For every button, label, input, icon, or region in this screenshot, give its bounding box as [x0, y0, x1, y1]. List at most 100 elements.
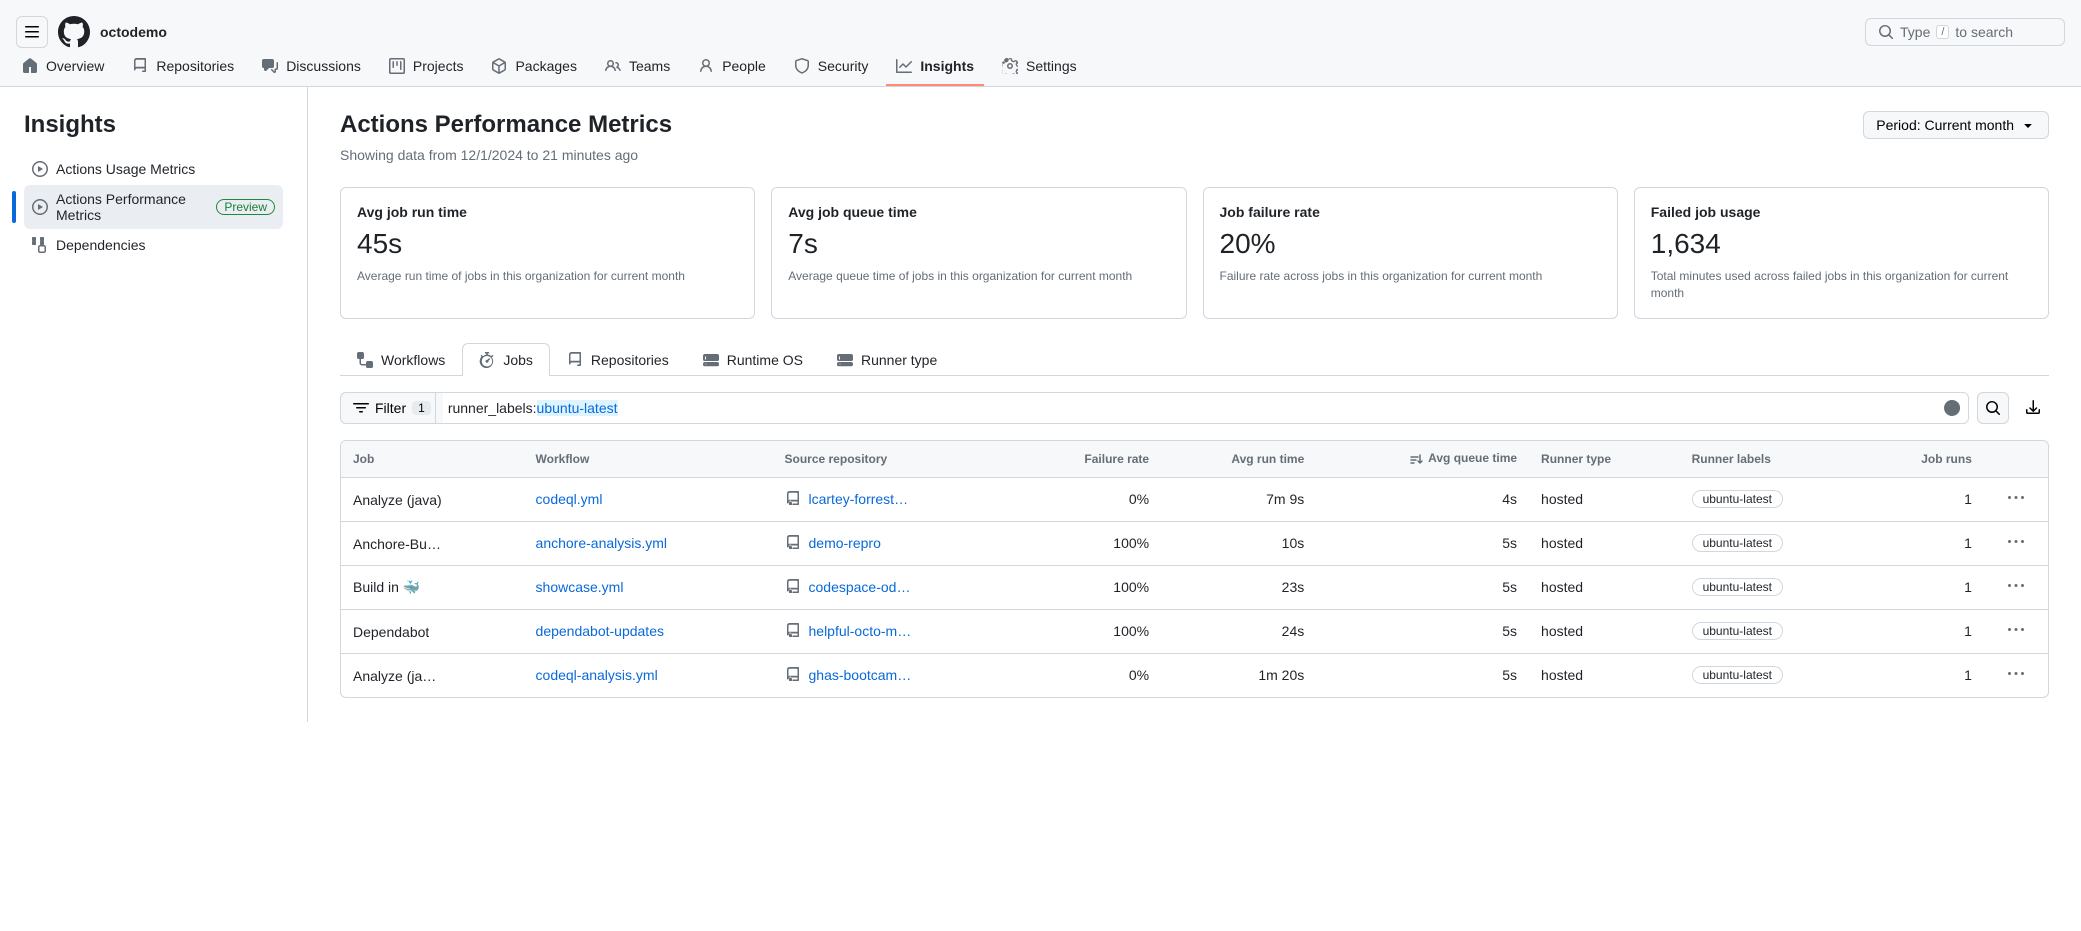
- metric-card-0: Avg job run time45sAverage run time of j…: [340, 187, 755, 319]
- nav-tab-security[interactable]: Security: [784, 48, 879, 86]
- nav-tab-projects[interactable]: Projects: [379, 48, 474, 86]
- download-button[interactable]: [2017, 392, 2049, 424]
- menu-button[interactable]: [16, 16, 48, 48]
- search-prefix: Type: [1900, 24, 1930, 40]
- cell-runs: 1: [1864, 609, 1984, 653]
- home-icon: [22, 58, 38, 74]
- col-header[interactable]: Avg run time: [1161, 441, 1316, 478]
- search-button[interactable]: [1977, 392, 2009, 424]
- card-title: Job failure rate: [1220, 204, 1601, 220]
- jobs-table: JobWorkflowSource repositoryFailure rate…: [340, 440, 2049, 698]
- subtab-runtime-os[interactable]: Runtime OS: [686, 343, 820, 376]
- nav-tab-packages[interactable]: Packages: [481, 48, 586, 86]
- table-row: Dependabot dependabot-updates helpful-oc…: [341, 609, 2048, 653]
- lock-repo-icon: [785, 579, 801, 595]
- cell-runner-labels: ubuntu-latest: [1680, 609, 1865, 653]
- cell-queue: 5s: [1316, 653, 1529, 697]
- col-header[interactable]: Job runs: [1864, 441, 1984, 478]
- cell-queue: 5s: [1316, 565, 1529, 609]
- cell-queue: 4s: [1316, 477, 1529, 521]
- filter-bar: Filter 1 runner_labels:ubuntu-latest: [340, 392, 2049, 424]
- filter-button[interactable]: Filter 1: [340, 392, 443, 424]
- cell-workflow[interactable]: showcase.yml: [524, 565, 773, 609]
- nav-tab-settings[interactable]: Settings: [992, 48, 1087, 86]
- nav-tab-people[interactable]: People: [688, 48, 776, 86]
- subtab-jobs[interactable]: Jobs: [462, 343, 550, 376]
- metric-card-3: Failed job usage1,634Total minutes used …: [1634, 187, 2049, 319]
- cell-repo[interactable]: lcartey-forreste…: [773, 477, 1020, 521]
- period-selector[interactable]: Period: Current month: [1863, 111, 2049, 139]
- shield-icon: [794, 58, 810, 74]
- card-value: 45s: [357, 228, 738, 260]
- cell-workflow[interactable]: codeql-analysis.yml: [524, 653, 773, 697]
- card-title: Failed job usage: [1651, 204, 2032, 220]
- nav-tab-insights[interactable]: Insights: [886, 48, 984, 86]
- cell-runner-type: hosted: [1529, 477, 1680, 521]
- cell-job: Build in 🐳: [341, 565, 524, 609]
- nav-tab-overview[interactable]: Overview: [12, 48, 114, 86]
- metric-cards: Avg job run time45sAverage run time of j…: [340, 187, 2049, 319]
- cell-workflow[interactable]: codeql.yml: [524, 477, 773, 521]
- table-row: Build in 🐳 showcase.yml codespace-od… 10…: [341, 565, 2048, 609]
- cell-runtime: 23s: [1161, 565, 1316, 609]
- cell-repo[interactable]: ghas-bootcam…: [773, 653, 1020, 697]
- search-icon: [1985, 400, 2001, 416]
- search-kbd: /: [1936, 25, 1949, 39]
- cell-job: Analyze (java): [341, 477, 524, 521]
- cell-repo[interactable]: codespace-od…: [773, 565, 1020, 609]
- col-header[interactable]: Source repository: [773, 441, 1020, 478]
- col-header[interactable]: Runner type: [1529, 441, 1680, 478]
- lock-repo-icon: [785, 491, 801, 507]
- repo-icon: [132, 58, 148, 74]
- metric-card-2: Job failure rate20%Failure rate across j…: [1203, 187, 1618, 319]
- row-actions-button[interactable]: [1984, 521, 2048, 565]
- row-actions-button[interactable]: [1984, 477, 2048, 521]
- card-desc: Total minutes used across failed jobs in…: [1651, 268, 2032, 302]
- cell-runner-type: hosted: [1529, 565, 1680, 609]
- col-header[interactable]: Avg queue time: [1316, 441, 1529, 478]
- github-logo-icon[interactable]: [58, 16, 90, 48]
- kebab-icon: [2008, 622, 2024, 638]
- filter-icon: [353, 400, 369, 416]
- cell-runtime: 7m 9s: [1161, 477, 1316, 521]
- preview-badge: Preview: [216, 199, 275, 215]
- sub-tabs: WorkflowsJobsRepositoriesRuntime OSRunne…: [340, 343, 2049, 376]
- row-actions-button[interactable]: [1984, 609, 2048, 653]
- col-header[interactable]: Workflow: [524, 441, 773, 478]
- cell-workflow[interactable]: dependabot-updates: [524, 609, 773, 653]
- row-actions-button[interactable]: [1984, 565, 2048, 609]
- sidebar: Insights Actions Usage MetricsActions Pe…: [0, 87, 308, 722]
- nav-tab-discussions[interactable]: Discussions: [252, 48, 371, 86]
- subtab-runner-type[interactable]: Runner type: [820, 343, 954, 376]
- filter-input[interactable]: runner_labels:ubuntu-latest: [435, 392, 1969, 424]
- col-header[interactable]: Job: [341, 441, 524, 478]
- nav-tab-repositories[interactable]: Repositories: [122, 48, 244, 86]
- org-breadcrumb[interactable]: octodemo: [100, 24, 167, 40]
- cell-repo[interactable]: demo-repro: [773, 521, 1020, 565]
- cell-queue: 5s: [1316, 521, 1529, 565]
- subtab-workflows[interactable]: Workflows: [340, 343, 462, 376]
- cell-repo[interactable]: helpful-octo-m…: [773, 609, 1020, 653]
- subtab-icon: [479, 352, 495, 368]
- sidebar-item-0[interactable]: Actions Usage Metrics: [24, 155, 283, 183]
- row-actions-button[interactable]: [1984, 653, 2048, 697]
- sidebar-item-2[interactable]: Dependencies: [24, 231, 283, 259]
- org-nav: OverviewRepositoriesDiscussionsProjectsP…: [0, 48, 2081, 87]
- lock-repo-icon: [785, 623, 801, 639]
- cell-failure: 0%: [1019, 653, 1161, 697]
- sidebar-item-1[interactable]: Actions Performance MetricsPreview: [24, 185, 283, 229]
- col-header[interactable]: Runner labels: [1680, 441, 1865, 478]
- metric-card-1: Avg job queue time7sAverage queue time o…: [771, 187, 1186, 319]
- nav-tab-teams[interactable]: Teams: [595, 48, 680, 86]
- subtab-icon: [703, 352, 719, 368]
- subtab-repositories[interactable]: Repositories: [550, 343, 686, 376]
- cell-runtime: 24s: [1161, 609, 1316, 653]
- global-search[interactable]: Type / to search: [1865, 18, 2065, 46]
- clear-filter-button[interactable]: [1944, 400, 1960, 416]
- x-circle-icon: [1944, 400, 1960, 416]
- cell-failure: 100%: [1019, 565, 1161, 609]
- card-value: 20%: [1220, 228, 1601, 260]
- cell-workflow[interactable]: anchore-analysis.yml: [524, 521, 773, 565]
- col-header[interactable]: Failure rate: [1019, 441, 1161, 478]
- card-title: Avg job queue time: [788, 204, 1169, 220]
